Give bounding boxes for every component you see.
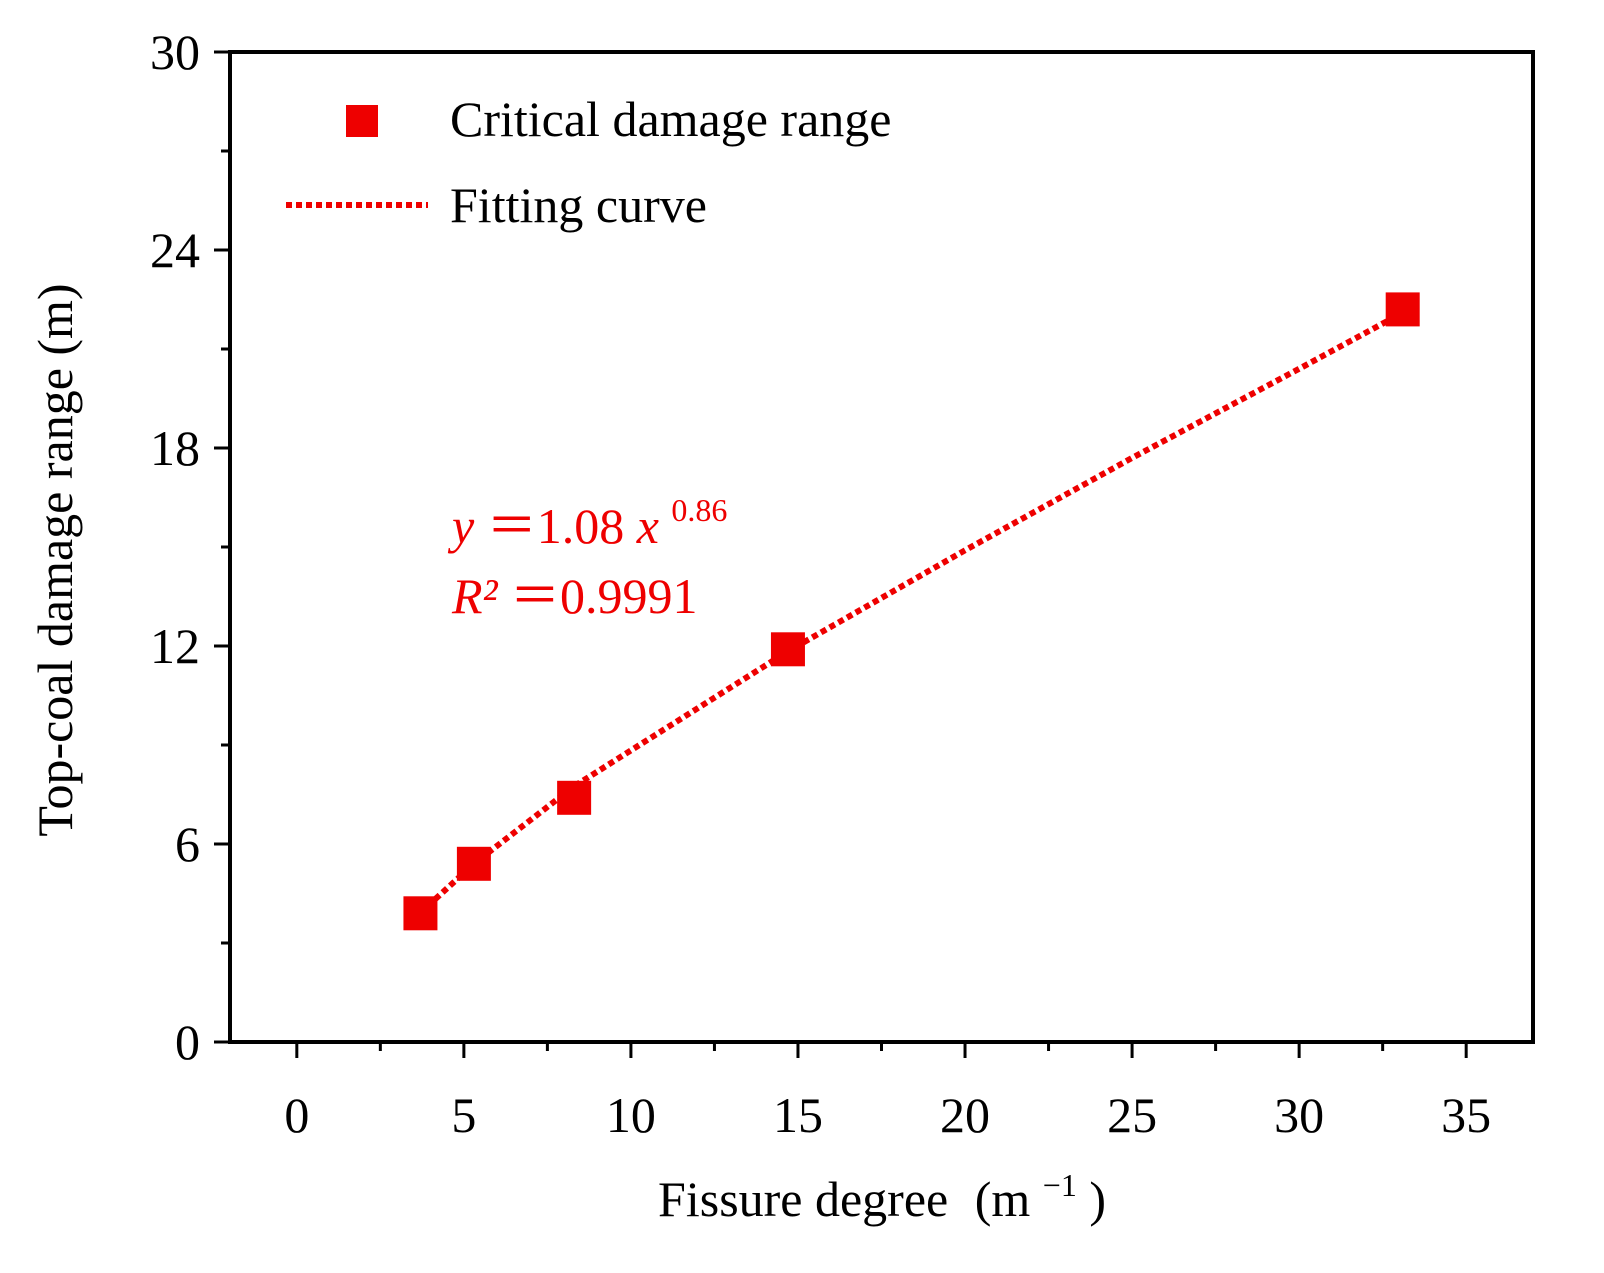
- data-point-marker: [403, 896, 438, 931]
- fit-equation-exponent: 0.86: [671, 492, 727, 528]
- y-tick-label: 6: [175, 816, 200, 872]
- y-tick-label: 0: [175, 1014, 200, 1070]
- x-tick-label: 20: [940, 1087, 990, 1143]
- plot-frame: [228, 50, 1535, 1044]
- x-axis-title-label: Fissure degree: [658, 1171, 948, 1227]
- x-tick-label: 30: [1274, 1087, 1324, 1143]
- x-axis-title-unit: (m: [975, 1171, 1031, 1227]
- data-point-marker: [770, 632, 805, 667]
- legend-marker-square: [346, 105, 378, 137]
- x-tick-label: 25: [1107, 1087, 1157, 1143]
- x-axis-ticks: 0 5 10 15 20 25 30 35: [284, 1042, 1491, 1143]
- fit-equation: y ＝1.08 x 0.86: [447, 492, 727, 554]
- y-axis-ticks: 0 6 12 18 24 30: [150, 24, 230, 1070]
- fit-equation-y: y: [447, 498, 475, 554]
- y-tick-label: 24: [150, 222, 200, 278]
- data-point-marker: [1385, 292, 1420, 327]
- x-axis-title-unit-exponent: −1: [1043, 1167, 1077, 1203]
- y-tick-label: 18: [150, 420, 200, 476]
- data-point-marker: [456, 846, 491, 881]
- fit-r-squared-value: ＝0.9991: [510, 568, 698, 624]
- legend-label-critical-damage-range: Critical damage range: [450, 91, 891, 147]
- x-tick-label: 10: [606, 1087, 656, 1143]
- y-axis-title: Top-coal damage range (m): [27, 283, 83, 836]
- x-tick-label: 5: [451, 1087, 476, 1143]
- scatter-markers: [403, 292, 1420, 931]
- fit-equation-coefficient: ＝1.08: [487, 498, 625, 554]
- y-tick-label: 12: [150, 618, 200, 674]
- x-axis-title: Fissure degree (m −1 ): [658, 1151, 1106, 1227]
- data-point-marker: [557, 780, 592, 815]
- equation-annotation: y ＝1.08 x 0.86 R² ＝0.9991: [447, 492, 727, 624]
- fit-equation-x: x: [636, 498, 659, 554]
- legend: Critical damage range Fitting curve: [286, 91, 891, 233]
- x-tick-label: 0: [284, 1087, 309, 1143]
- fit-r-squared-label: R²: [451, 568, 499, 624]
- x-axis-title-unit-close: ): [1089, 1171, 1106, 1227]
- fit-r-squared: R² ＝0.9991: [451, 568, 698, 624]
- legend-label-fitting-curve: Fitting curve: [450, 177, 707, 233]
- x-tick-label: 15: [773, 1087, 823, 1143]
- x-tick-label: 35: [1441, 1087, 1491, 1143]
- y-tick-label: 30: [150, 24, 200, 80]
